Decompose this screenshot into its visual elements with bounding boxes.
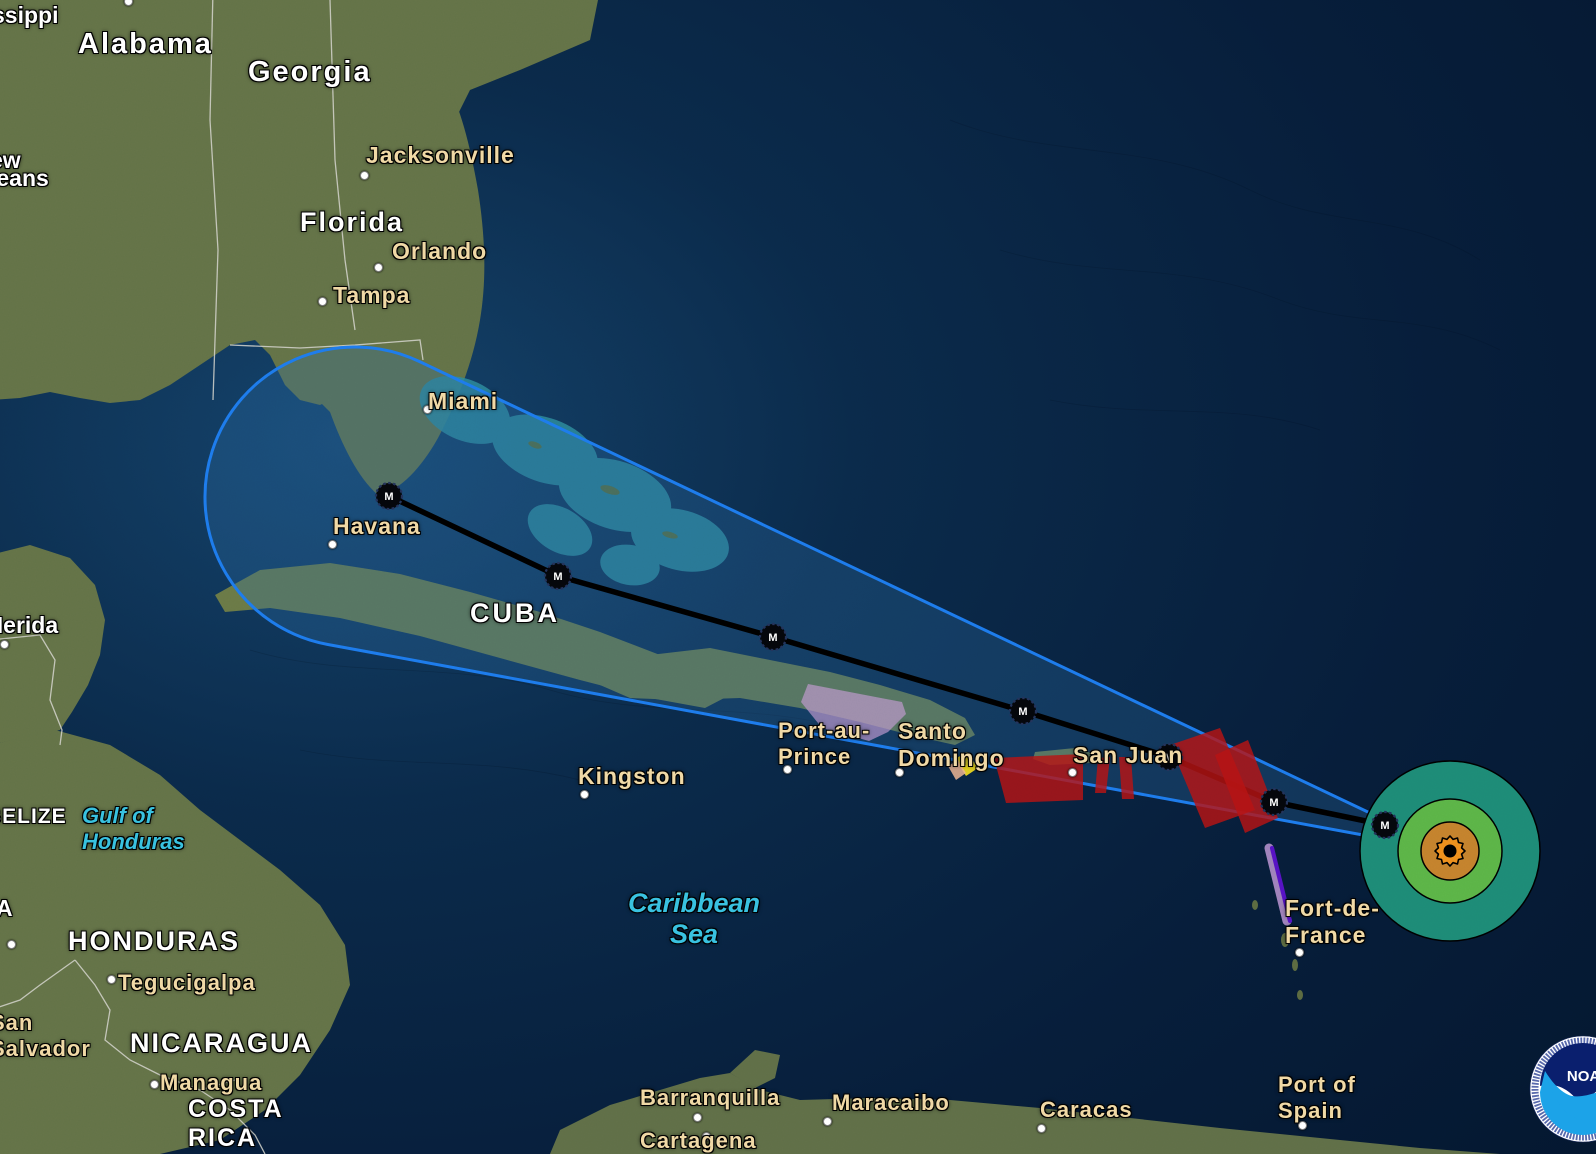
svg-text:M: M bbox=[1269, 797, 1278, 809]
svg-text:M: M bbox=[768, 632, 777, 644]
svg-text:M: M bbox=[1380, 820, 1389, 832]
svg-text:M: M bbox=[1018, 706, 1027, 718]
svg-text:M: M bbox=[384, 491, 393, 503]
svg-text:NOAA: NOAA bbox=[1567, 1068, 1596, 1085]
svg-text:M: M bbox=[553, 571, 562, 583]
